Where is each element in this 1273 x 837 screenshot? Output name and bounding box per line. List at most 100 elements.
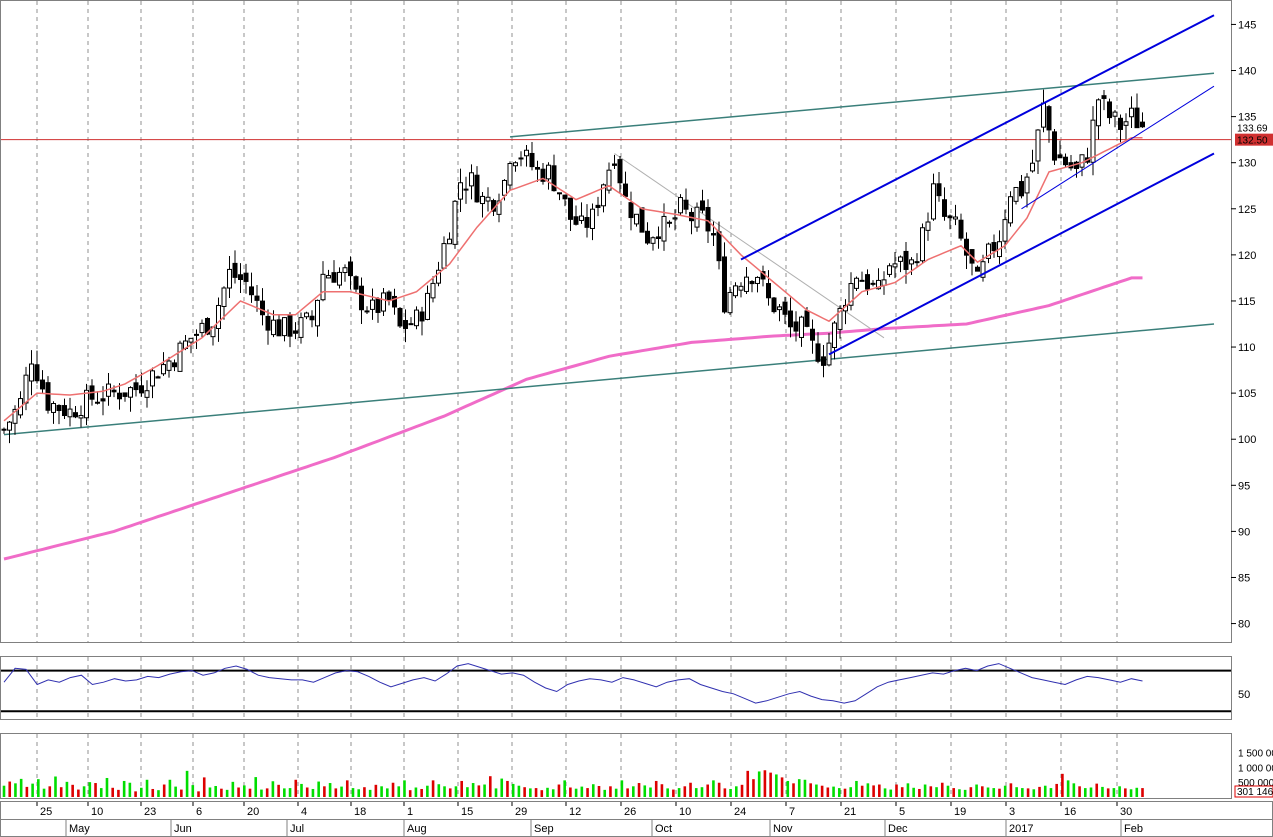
volume-bar <box>180 789 183 797</box>
candle-up <box>188 337 194 343</box>
candle-up <box>931 183 936 220</box>
candle-up <box>150 370 155 387</box>
oscillator-panel: 50 <box>1 663 1250 713</box>
volume-bar <box>477 785 481 797</box>
trend-line-1 <box>509 72 1215 138</box>
candle-up <box>650 237 656 244</box>
volume-bar <box>426 785 429 797</box>
candle-up <box>458 182 463 200</box>
volume-bar <box>860 785 864 797</box>
price-tick-label-85: 85 <box>1238 572 1250 584</box>
volume-bar <box>889 789 893 797</box>
volume-bar <box>231 781 235 797</box>
volume-bar <box>363 787 366 797</box>
candle-down <box>122 392 128 397</box>
price-tick-label-100: 100 <box>1238 434 1256 446</box>
month-label-0: May <box>69 823 90 835</box>
volume-bar <box>998 788 1001 797</box>
volume-bar <box>220 788 223 797</box>
candle-up <box>51 403 56 413</box>
candle-down <box>348 261 353 277</box>
month-label-4: Sep <box>534 823 554 835</box>
candle-up <box>199 322 205 334</box>
volume-bar <box>769 772 772 797</box>
volume-bar <box>643 785 647 797</box>
volume-bar <box>494 788 498 797</box>
volume-bar <box>517 785 521 797</box>
candle-down <box>1052 131 1057 161</box>
volume-bar <box>1095 783 1099 797</box>
volume-bar <box>563 780 566 797</box>
month-label-9: Feb <box>1124 823 1143 835</box>
candle-up <box>128 387 133 398</box>
candle-up <box>634 213 639 225</box>
candle-up <box>12 408 18 424</box>
candle-up <box>755 276 760 284</box>
volume-bar <box>71 784 74 797</box>
volume-bar <box>895 784 898 797</box>
candle-up <box>370 299 375 310</box>
volume-bar <box>397 786 401 797</box>
candle-up <box>304 312 309 318</box>
volume-bar <box>386 788 389 797</box>
volume-bar <box>523 787 526 797</box>
volume-bar <box>368 789 372 797</box>
last-close-label: 133.69 <box>1237 124 1268 135</box>
volume-bar <box>1066 780 1070 797</box>
price-tick-label-110: 110 <box>1238 342 1256 354</box>
candle-up <box>1030 162 1035 172</box>
level-tag-label: 132.50 <box>1237 136 1268 147</box>
volume-bar <box>929 786 933 797</box>
volume-bar <box>334 788 338 797</box>
candle-down <box>1107 101 1112 119</box>
candle-up <box>986 243 991 259</box>
day-tick-label-7: 1 <box>407 806 413 818</box>
candle-down <box>793 321 799 332</box>
candle-up <box>381 292 386 312</box>
day-tick-label-6: 18 <box>354 806 366 818</box>
candle-up <box>502 179 507 196</box>
candle-down <box>73 412 78 418</box>
volume-bar <box>448 788 452 797</box>
candle-down <box>139 385 144 394</box>
candle-up <box>221 287 227 307</box>
candle-up <box>953 216 958 220</box>
candle-down <box>645 230 650 244</box>
candle-down <box>623 183 628 197</box>
candle-up <box>485 196 491 202</box>
price-tick-label-130: 130 <box>1238 158 1256 170</box>
candle-down <box>34 364 40 382</box>
volume-bar <box>99 788 103 797</box>
volume-bar <box>1026 788 1030 797</box>
day-tick-label-15: 21 <box>844 806 856 818</box>
day-tick-label-9: 29 <box>515 806 527 818</box>
candle-up <box>925 221 931 231</box>
volume-panel-frame <box>0 733 1232 799</box>
day-tick-label-13: 24 <box>734 806 746 818</box>
volume-bar <box>666 788 669 797</box>
volume-bar <box>557 784 561 797</box>
candle-up <box>678 197 683 214</box>
volume-bar <box>254 777 258 797</box>
candle-down <box>947 215 953 219</box>
volume-last-label: 301 146 <box>1237 787 1273 798</box>
candle-up <box>672 217 678 220</box>
candle-up <box>496 200 502 215</box>
volume-bar <box>843 788 847 797</box>
volume-bar <box>597 786 601 797</box>
volume-bar <box>603 789 607 797</box>
volume-bar <box>1124 788 1127 797</box>
candle-up <box>1129 107 1134 118</box>
candle-up <box>95 401 100 404</box>
volume-bar <box>735 786 738 797</box>
volume-bar <box>65 781 69 797</box>
candle-down <box>788 310 793 328</box>
volume-bar <box>237 787 240 797</box>
candle-up <box>606 169 612 191</box>
volume-bar <box>706 784 709 797</box>
volume-bar <box>134 791 137 797</box>
level-tag-box <box>1235 133 1273 146</box>
candle-up <box>518 157 524 160</box>
volume-bar <box>620 780 624 797</box>
